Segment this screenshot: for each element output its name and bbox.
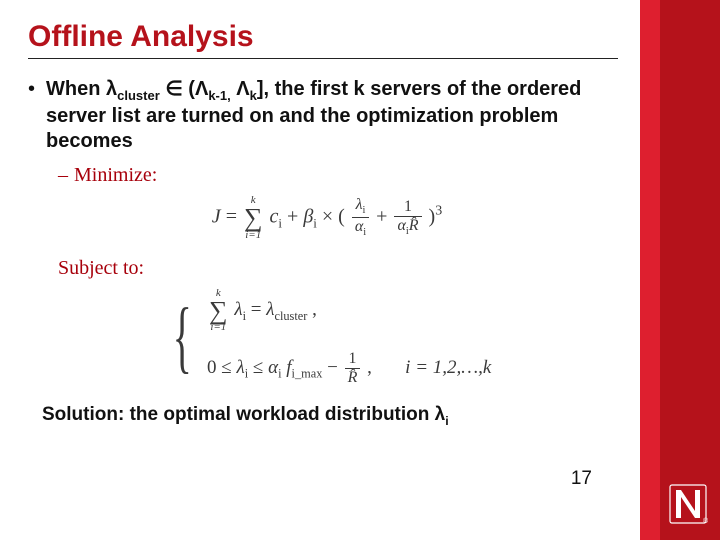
constraints-block: { k∑i=1 λi = λcluster , 0 ≤ λi ≤ αi fi_m… [28,288,626,386]
bullet-text: When λcluster ∈ (Λk-1, Λk], the first k … [46,77,626,154]
title-rule [28,58,618,59]
main-bullet: • When λcluster ∈ (Λk-1, Λk], the first … [28,77,626,154]
minimize-label: –Minimize: [58,164,626,187]
sidebar-stripe-dark [660,0,720,540]
constraint-1: k∑i=1 λi = λcluster , [207,288,491,333]
constraint-2: 0 ≤ λi ≤ αi fi_max − 1R̂ , i = 1,2,…,k [207,351,491,386]
subject-to-label: Subject to: [58,257,626,280]
svg-text:®: ® [703,517,708,525]
bullet-marker: • [28,77,46,102]
slide-content: Offline Analysis • When λcluster ∈ (Λk-1… [0,0,640,540]
sidebar-stripe-light [640,0,660,540]
slide-title: Offline Analysis [28,20,626,54]
constraint-stack: k∑i=1 λi = λcluster , 0 ≤ λi ≤ αi fi_max… [207,288,491,386]
brace-icon: { [172,297,191,377]
sidebar: ® [640,0,720,540]
solution-text: Solution: the optimal workload distribut… [42,404,626,428]
page-number: 17 [571,468,592,490]
nebraska-logo: ® [668,483,708,525]
objective-formula: J = k∑i=1 ci + βi × ( λiαi + 1αiR̂ )3 [28,195,626,240]
